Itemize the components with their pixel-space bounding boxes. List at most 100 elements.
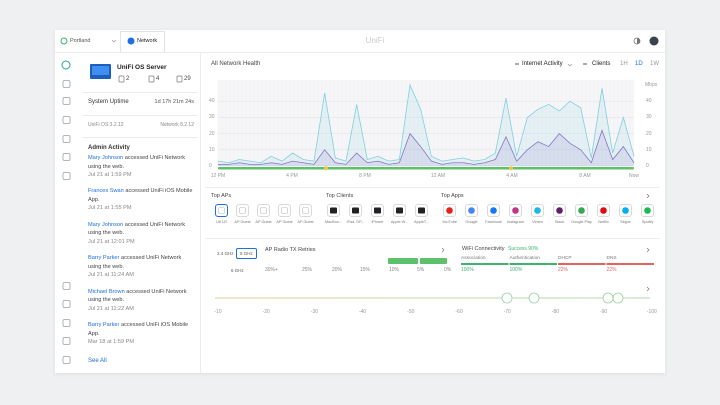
item-icon[interactable] (257, 204, 270, 217)
wifi-step-value: 100% (509, 267, 523, 273)
item-label: iPad, DP... (346, 220, 365, 224)
stat-icon (148, 75, 155, 83)
item-icon[interactable] (415, 204, 428, 217)
activity-date: Mar 18 at 1:59 PM (88, 339, 135, 345)
nav-icon[interactable] (61, 60, 71, 70)
clients-toggle[interactable]: Clients (592, 61, 611, 67)
item-label: Facebook (485, 220, 502, 224)
signal-label: -40 (358, 309, 367, 315)
signal-label: -80 (551, 309, 560, 315)
band-button[interactable]: 2.4 GHz (217, 251, 234, 256)
item-icon[interactable] (509, 204, 522, 217)
item-icon[interactable] (278, 204, 291, 217)
app-logo (644, 207, 651, 214)
item-icon[interactable] (443, 204, 456, 217)
nav-icon[interactable] (62, 282, 71, 290)
chevron[interactable] (646, 247, 650, 253)
range-button[interactable]: 1W (650, 61, 659, 67)
item-label: Vimeo (532, 220, 543, 224)
activity-action: accessed UniFi Network using the web. (88, 288, 187, 304)
item-icon[interactable] (553, 204, 566, 217)
activity-action: accessed UniFi Network using the web. (88, 155, 186, 170)
avatar[interactable] (649, 36, 659, 46)
health-title: All Network Health (211, 61, 261, 67)
activity-user[interactable]: Frances Swan (88, 188, 124, 195)
divider (82, 137, 198, 138)
item-icon[interactable] (371, 204, 384, 217)
retry-scale-label: 30%+ (265, 267, 278, 273)
app-tab[interactable]: Network (137, 38, 158, 44)
signal-label: -50 (407, 309, 415, 315)
wifi-step-bar (558, 263, 606, 265)
network-tab[interactable] (120, 31, 165, 52)
band-button[interactable]: 6 GHz (231, 268, 244, 273)
item-label: Apple W... (390, 220, 409, 224)
client-dot[interactable] (501, 292, 513, 304)
device-stat: 29 (184, 76, 191, 82)
nav-icon[interactable] (62, 356, 71, 364)
activity-user[interactable]: Barry Parker (88, 322, 120, 328)
range-button[interactable]: 1H (620, 61, 628, 67)
app-logo (490, 207, 497, 214)
item-icon[interactable] (619, 204, 632, 217)
item-icon[interactable] (597, 204, 610, 217)
divider (82, 115, 198, 116)
nav-icon[interactable] (62, 153, 71, 161)
y2-tick-label: 40 (646, 98, 652, 105)
nav-icon[interactable] (62, 319, 71, 327)
series-line (217, 83, 635, 164)
activity-entry: Mary Johnson accessed UniFi Network usin… (88, 221, 196, 247)
item-icon[interactable] (236, 204, 249, 217)
item-icon[interactable] (487, 204, 500, 217)
status-warning (509, 166, 513, 171)
chevron[interactable] (441, 247, 445, 253)
item-icon[interactable] (575, 204, 588, 217)
activity-user[interactable]: Mary Johnson (88, 155, 124, 161)
item-icon[interactable] (641, 204, 654, 217)
x-tick-label: 8 AM (579, 173, 591, 179)
client-dot[interactable] (612, 292, 624, 304)
item-label: U6 LR (216, 220, 227, 224)
see-all-link[interactable]: See All (88, 358, 107, 364)
range-button[interactable]: 1D (635, 61, 643, 67)
metric-selector[interactable]: Internet Activity (522, 61, 563, 67)
activity-user[interactable]: Barry Parker (88, 255, 120, 262)
y-tick-label: 0 (209, 163, 212, 169)
nav-icon[interactable] (62, 300, 71, 308)
nav-icon[interactable] (62, 97, 71, 105)
theme-half (637, 38, 640, 44)
activity-user[interactable]: Michael Brown (88, 288, 125, 295)
x-tick-label: 4 AM (506, 173, 518, 179)
app-logo (578, 207, 585, 214)
activity-entry: Barry Parker accessed UniFi Network usin… (88, 254, 196, 280)
ap-logo (260, 207, 267, 214)
site-selector[interactable]: Portland (70, 38, 91, 44)
nav-icon[interactable] (62, 80, 71, 88)
chevron[interactable] (646, 193, 650, 199)
retry-scale-label: 25% (302, 267, 313, 273)
item-icon[interactable] (215, 204, 228, 217)
client-logo (396, 207, 403, 214)
activity-date: Jul 21 at 12:01 PM (88, 238, 135, 245)
chevron[interactable] (646, 286, 650, 292)
nav-icon[interactable] (62, 337, 71, 345)
divider (82, 92, 198, 93)
client-dot[interactable] (528, 292, 540, 304)
band-button[interactable]: 5 GHz (236, 248, 257, 259)
item-icon[interactable] (327, 204, 340, 217)
activity-user[interactable]: Mary Johnson (88, 221, 124, 228)
y-tick-label: 20 (209, 130, 215, 137)
nav-icon[interactable] (62, 116, 71, 124)
item-icon[interactable] (393, 204, 406, 217)
item-icon[interactable] (349, 204, 362, 217)
chevron (111, 39, 117, 43)
item-label: Netflix (598, 220, 609, 224)
item-icon[interactable] (299, 204, 312, 217)
nav-icon[interactable] (62, 172, 71, 180)
nav-icon[interactable] (62, 135, 71, 143)
item-icon[interactable] (465, 204, 478, 217)
client-dot[interactable] (602, 292, 614, 304)
item-icon[interactable] (531, 204, 544, 217)
activity-action: accessed UniFi Network using the web. (88, 221, 186, 237)
